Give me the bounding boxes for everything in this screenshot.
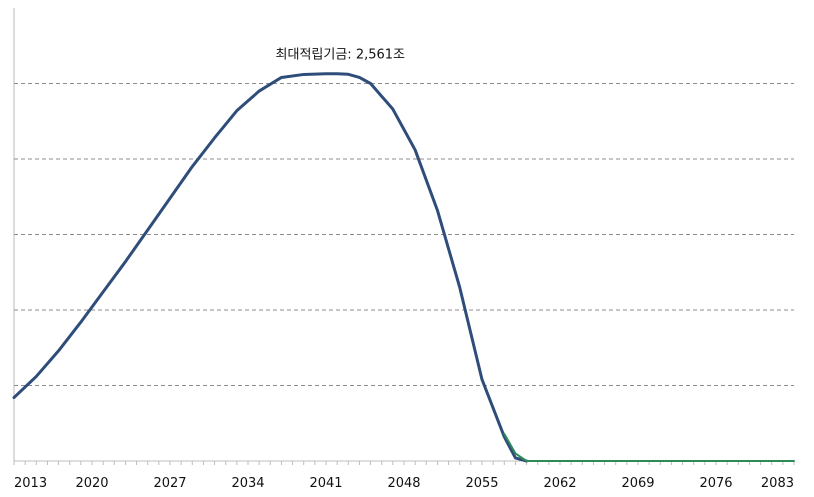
x-tick-label: 2069 xyxy=(621,476,654,491)
x-tick-label: 2020 xyxy=(75,476,108,491)
x-tick-label: 2083 xyxy=(761,476,794,491)
x-axis-ticks xyxy=(13,461,795,465)
x-tick-label: 2013 xyxy=(14,476,47,491)
x-tick-label: 2048 xyxy=(387,476,420,491)
x-tick-label: 2027 xyxy=(153,476,186,491)
x-tick-label: 2034 xyxy=(231,476,264,491)
series-lines xyxy=(12,72,795,463)
x-tick-label: 2076 xyxy=(699,476,732,491)
x-tick-label: 2062 xyxy=(543,476,576,491)
secondary-series-line xyxy=(503,432,795,462)
x-tick-label: 2055 xyxy=(465,476,498,491)
x-axis-tick-labels: 2013 2020 2027 2034 2041 2048 2055 2062 2069 2076… xyxy=(14,476,794,491)
fund-balance-series-line xyxy=(12,72,529,463)
x-tick-label: 2041 xyxy=(309,476,342,491)
max-fund-annotation: 최대적립기금: 2,561조 xyxy=(276,47,405,62)
